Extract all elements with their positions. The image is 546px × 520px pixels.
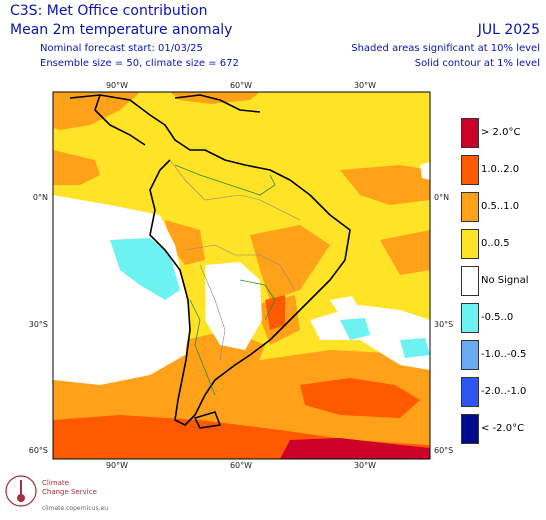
legend-label: -1.0..-0.5 xyxy=(481,349,527,360)
shade-cyan-e xyxy=(400,338,430,358)
legend-swatch xyxy=(461,340,479,370)
shade-nosignal-atlantic xyxy=(310,305,430,370)
shade-darkorange-atlantic xyxy=(300,378,420,418)
tick-left-30s: 30°S xyxy=(29,320,48,329)
tick-bottom-90w: 90°W xyxy=(106,461,128,470)
country-borders xyxy=(169,159,301,361)
lat-ticks-right: 0°N 30°S 60°S xyxy=(434,193,453,455)
coast-caribbean xyxy=(174,94,261,113)
legend-label: 1.0..2.0 xyxy=(481,164,520,175)
legend-swatch xyxy=(461,155,479,185)
legend-swatch xyxy=(461,229,479,259)
legend-label: No Signal xyxy=(481,275,529,286)
legend-item: -1.0..-0.5 xyxy=(461,340,546,370)
contour-significance-note: Solid contour at 1% level xyxy=(414,58,540,69)
legend-item: -2.0..-1.0 xyxy=(461,377,546,407)
shade-cyan-pacific xyxy=(110,238,180,300)
legend-swatch xyxy=(461,266,479,296)
coast-tierra-del-fuego xyxy=(194,411,221,429)
tick-bottom-30w: 30°W xyxy=(354,461,376,470)
legend-label: -0.5..0 xyxy=(481,312,514,323)
tick-left-0n: 0°N xyxy=(33,193,48,202)
tick-right-60s: 60°S xyxy=(434,446,453,455)
shade-cyan-atlantic xyxy=(340,318,370,340)
tick-right-0n: 0°N xyxy=(434,193,449,202)
legend-label: > 2.0°C xyxy=(481,127,521,138)
legend-item: -0.5..0 xyxy=(461,303,546,333)
tick-top-30w: 30°W xyxy=(354,81,376,90)
coast-south-america xyxy=(69,94,351,426)
shade-orange-ne xyxy=(340,165,430,205)
ensemble-size-text: Ensemble size = 50, climate size = 672 xyxy=(40,58,239,69)
coastlines xyxy=(69,94,351,429)
legend-item: > 2.0°C xyxy=(461,118,546,148)
lat-ticks-left: 0°N 30°S 60°S xyxy=(29,193,48,455)
shade-nosignal-argentina xyxy=(205,262,262,350)
c3s-url: climate.copernicus.eu xyxy=(42,505,109,512)
legend-swatch xyxy=(461,414,479,444)
copernicus-logo: Climate Change Service climate.copernicu… xyxy=(4,472,124,516)
c3s-line1: Climate xyxy=(42,479,69,487)
shade-darkorange-coast xyxy=(265,295,285,330)
shade-orange-w1 xyxy=(53,150,100,185)
legend-item: 0..0.5 xyxy=(461,229,546,259)
c3s-line2: Change Service xyxy=(42,488,97,496)
c3s-text: Climate Change Service xyxy=(42,479,97,497)
legend-item: 1.0..2.0 xyxy=(461,155,546,185)
tick-left-60s: 60°S xyxy=(29,446,48,455)
legend-item: < -2.0°C xyxy=(461,414,546,444)
tick-top-90w: 90°W xyxy=(106,81,128,90)
shade-orange-brazil xyxy=(250,225,330,300)
forecast-month: JUL 2025 xyxy=(477,22,540,38)
legend-label: 0.5..1.0 xyxy=(481,201,520,212)
legend-label: 0..0.5 xyxy=(481,238,510,249)
coast-central-america xyxy=(94,94,146,146)
legend-swatch xyxy=(461,303,479,333)
legend-item: No Signal xyxy=(461,266,546,296)
legend-swatch xyxy=(461,118,479,148)
lon-ticks-bottom: 90°W 60°W 30°W xyxy=(106,461,376,470)
shade-nosignal-small xyxy=(330,296,360,316)
shade-nosignal-ne xyxy=(420,162,430,180)
shade-orange-e xyxy=(380,230,430,275)
significance-contours xyxy=(174,164,276,396)
shade-nosignal-pacific xyxy=(53,195,190,385)
shade-orange-andes xyxy=(165,220,205,265)
legend-item: 0.5..1.0 xyxy=(461,192,546,222)
title-line2: Mean 2m temperature anomaly xyxy=(10,22,233,38)
legend-label: < -2.0°C xyxy=(481,423,525,434)
tick-bottom-60w: 60°W xyxy=(230,461,252,470)
tick-top-60w: 60°W xyxy=(230,81,252,90)
tick-right-30s: 30°S xyxy=(434,320,453,329)
forecast-start-text: Nominal forecast start: 01/03/25 xyxy=(40,43,203,54)
map-shading xyxy=(53,92,430,459)
shade-red-south xyxy=(280,438,430,459)
title-line1: C3S: Met Office contribution xyxy=(10,3,208,19)
shaded-significance-note: Shaded areas significant at 10% level xyxy=(351,43,540,54)
lon-ticks-top: 90°W 60°W 30°W xyxy=(106,81,376,90)
legend-label: -2.0..-1.0 xyxy=(481,386,527,397)
c3s-emblem-icon xyxy=(5,475,37,507)
legend-swatch xyxy=(461,377,479,407)
legend-swatch xyxy=(461,192,479,222)
map-frame xyxy=(52,91,431,460)
